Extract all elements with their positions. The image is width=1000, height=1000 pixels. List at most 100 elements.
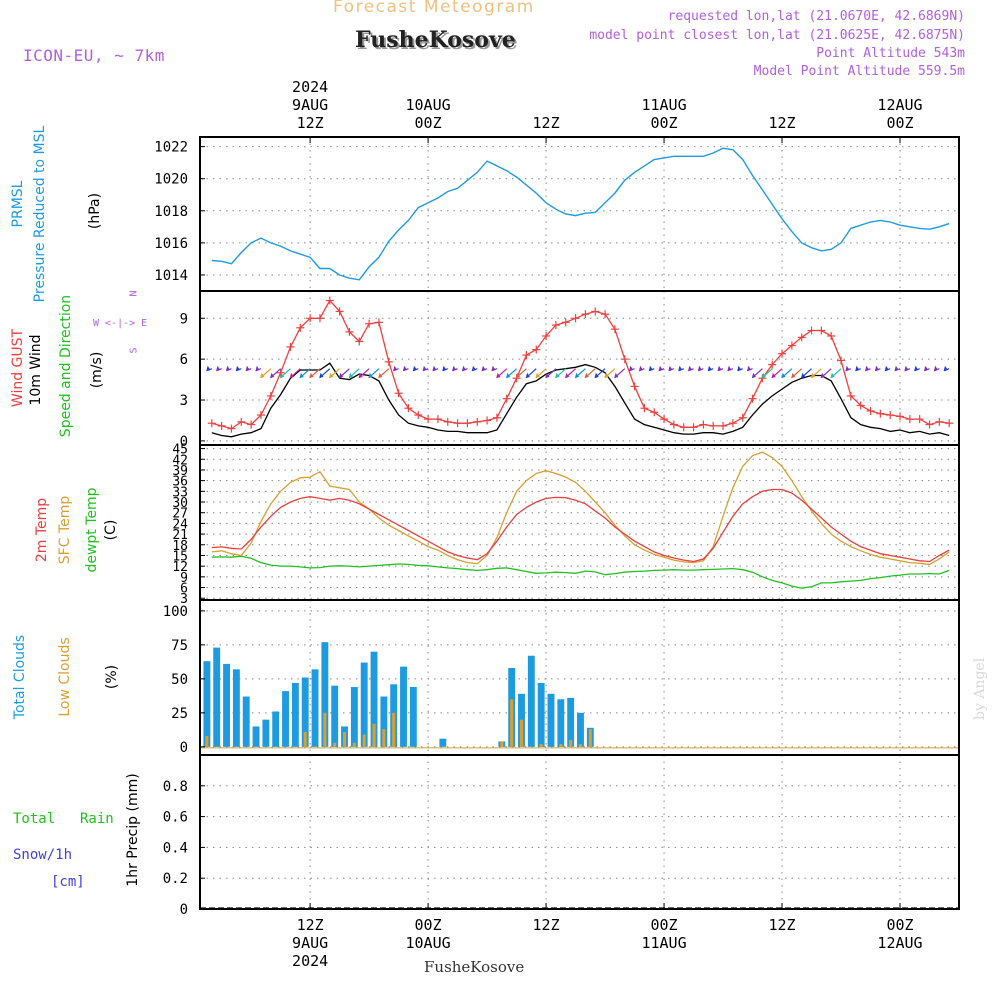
arrow-head [225, 365, 231, 372]
gust-marker [581, 310, 590, 319]
wind-direction-arrow [830, 368, 842, 379]
time-label-top: 12Z [297, 114, 324, 132]
wind-direction-arrow [206, 365, 213, 372]
y-tick-label: 100 [163, 604, 188, 620]
arrow-head [648, 365, 653, 372]
gust-marker [542, 331, 551, 340]
wind-direction-arrow [348, 368, 360, 379]
gust-marker [728, 419, 737, 428]
total-cloud-bar [262, 719, 270, 747]
y-tick-label: 1014 [154, 268, 188, 284]
wind-direction-arrow [225, 365, 232, 372]
wind-direction-arrow [260, 368, 272, 379]
wind-direction-arrow [584, 368, 596, 379]
gust-marker [443, 417, 452, 426]
wind-direction-arrow [270, 368, 282, 379]
wind-direction-arrow [628, 365, 635, 372]
total-cloud-bar [321, 642, 329, 747]
time-label-top: 00Z [415, 114, 442, 132]
y-tick-label: 12 [172, 560, 188, 575]
gust-marker [856, 401, 865, 410]
arrow-head [481, 365, 486, 372]
gust-marker [620, 355, 629, 364]
precip-snow-label: Snow/1h [13, 847, 73, 863]
arrow-head [471, 365, 476, 372]
gust-marker [286, 342, 295, 351]
gust-marker [561, 318, 570, 327]
low-cloud-bar [362, 734, 366, 747]
total-cloud-bar [350, 687, 358, 747]
gust-marker [227, 424, 236, 433]
gust-marker [650, 408, 659, 417]
arrow-head [515, 372, 521, 379]
gust-marker [709, 421, 718, 430]
y-tick-label: 1020 [154, 172, 188, 188]
panel-frame [199, 444, 960, 601]
arrow-head [432, 365, 437, 372]
total-cloud-bar [439, 738, 447, 747]
arrow-head [614, 372, 619, 379]
y-tick-label: 9 [180, 311, 188, 327]
low-cloud-bar [323, 712, 327, 747]
gust-marker [315, 314, 324, 323]
gust-marker [768, 360, 777, 369]
wind-direction-arrow [668, 365, 675, 372]
y-tick-label: 0.6 [163, 810, 188, 826]
gust-marker [886, 411, 895, 420]
y-tick-label: 18 [172, 539, 188, 554]
y-tick-label: 0 [180, 434, 188, 450]
low-cloud-bar [205, 735, 209, 747]
arrow-head [933, 365, 938, 372]
y-tick-label: 6 [180, 352, 188, 368]
gust-marker [374, 318, 383, 327]
wind-direction-arrow [491, 365, 498, 372]
gust-marker [394, 389, 403, 398]
arrow-head [338, 372, 344, 379]
time-label-bottom: 00Z [651, 916, 678, 934]
wind-direction-arrow [368, 368, 380, 379]
y-tick-label: 75 [171, 638, 188, 654]
gust-marker [817, 326, 826, 335]
wind-direction-arrow [855, 365, 861, 372]
gust-marker [384, 357, 393, 366]
gust-marker [669, 420, 678, 429]
total-cloud-bar [547, 693, 555, 747]
gust-line [211, 299, 950, 430]
wind-direction-arrow [338, 368, 350, 379]
pressure-line [211, 147, 950, 281]
wind-direction-arrow [933, 365, 940, 372]
wind-direction-arrow [845, 365, 852, 372]
y-tick-label: 0 [180, 740, 188, 756]
arrow-head [751, 372, 756, 379]
closest-coords: model point closest lon,lat (21.0625E, 4… [589, 28, 965, 43]
wind-direction-arrow [402, 365, 409, 372]
time-label-top: 12Z [768, 114, 795, 132]
gust-marker [719, 421, 728, 430]
y-tick-label: 27 [172, 507, 188, 522]
gust-marker [640, 404, 649, 413]
total-cloud-bar [213, 647, 221, 747]
arrow-head [761, 372, 766, 379]
gust-marker [502, 394, 511, 403]
arrow-head [820, 372, 825, 379]
arrow-head [855, 365, 860, 372]
total-cloud-bar [577, 712, 584, 747]
arrow-head [216, 365, 221, 372]
arrow-head [289, 372, 294, 379]
gust-marker [660, 415, 669, 424]
wind-direction-arrow [874, 365, 881, 372]
arrow-head [506, 372, 511, 379]
gust-marker [827, 331, 836, 340]
arrow-head [412, 365, 417, 372]
gust-marker [473, 417, 482, 426]
model-altitude: Model Point Altitude 559.5m [753, 64, 965, 79]
arrow-head [771, 372, 776, 379]
arrow-head [604, 372, 609, 379]
time-label-bottom: 11AUG [641, 934, 686, 952]
arrow-head [525, 372, 530, 379]
y-tick-label: 0.4 [163, 840, 188, 856]
time-label-bottom: 00Z [886, 916, 913, 934]
gust-marker [266, 391, 275, 400]
low-cloud-bar [519, 719, 524, 747]
total-cloud-bar [291, 682, 299, 747]
